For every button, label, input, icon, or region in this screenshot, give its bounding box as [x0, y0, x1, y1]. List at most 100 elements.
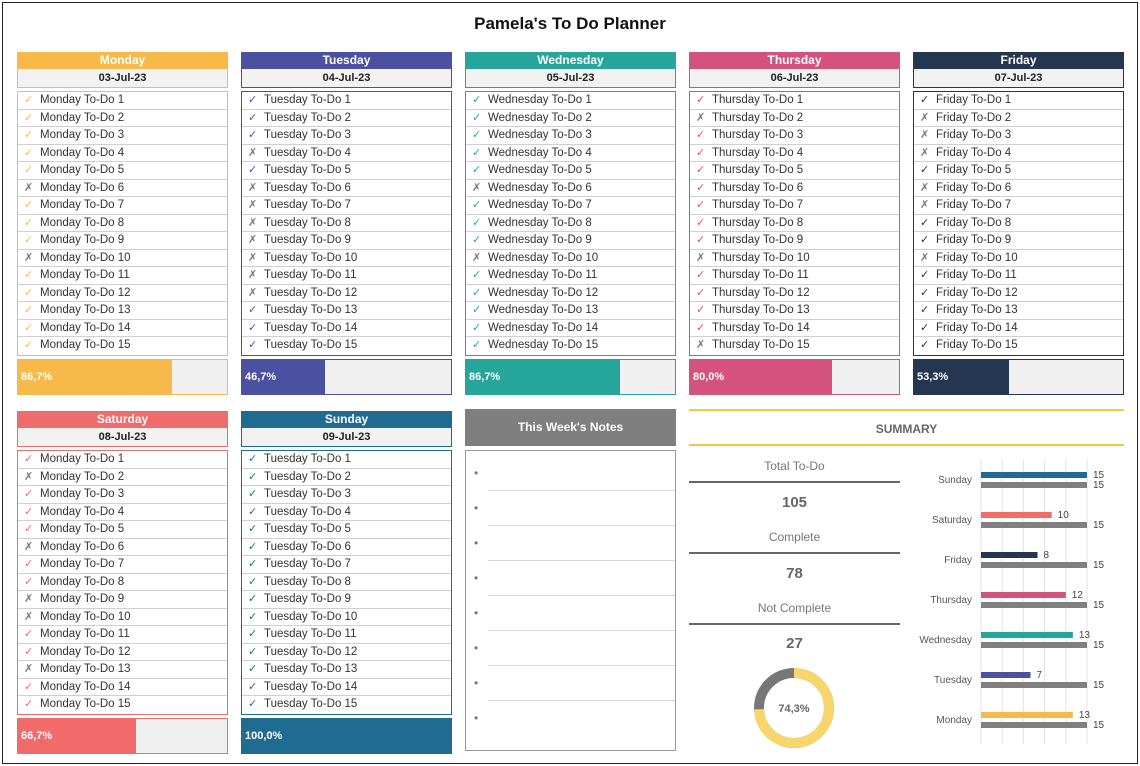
check-icon[interactable]: ✓ [472, 339, 482, 351]
check-icon[interactable]: ✓ [920, 304, 930, 316]
task-row[interactable]: ✗ Friday To-Do 3 [914, 127, 1123, 145]
task-row[interactable]: ✓ Thursday To-Do 12 [690, 285, 899, 302]
note-line[interactable]: • [474, 596, 675, 631]
task-row[interactable]: ✓ Monday To-Do 9 [18, 232, 227, 250]
check-icon[interactable]: ✓ [472, 164, 482, 176]
note-line[interactable]: • [474, 666, 675, 701]
cross-icon[interactable]: ✗ [920, 251, 930, 264]
task-row[interactable]: ✓ Tuesday To-Do 2 [242, 110, 451, 127]
task-row[interactable]: ✓ Monday To-Do 12 [18, 285, 227, 302]
check-icon[interactable]: ✓ [696, 181, 706, 194]
task-row[interactable]: ✗ Tuesday To-Do 12 [242, 285, 451, 302]
task-row[interactable]: ✓ Tuesday To-Do 15 [242, 696, 451, 714]
check-icon[interactable]: ✓ [248, 304, 258, 316]
check-icon[interactable]: ✓ [248, 488, 258, 500]
task-row[interactable]: ✗ Thursday To-Do 15 [690, 337, 899, 355]
cross-icon[interactable]: ✗ [920, 111, 930, 124]
check-icon[interactable]: ✓ [248, 470, 258, 483]
check-icon[interactable]: ✓ [920, 164, 930, 176]
task-row[interactable]: ✓ Thursday To-Do 11 [690, 267, 899, 285]
check-icon[interactable]: ✓ [24, 234, 34, 246]
cross-icon[interactable]: ✗ [248, 251, 258, 264]
task-row[interactable]: ✓ Tuesday To-Do 6 [242, 539, 451, 556]
check-icon[interactable]: ✓ [472, 286, 482, 299]
check-icon[interactable]: ✓ [248, 698, 258, 710]
cross-icon[interactable]: ✗ [920, 199, 930, 211]
check-icon[interactable]: ✓ [24, 321, 34, 334]
check-icon[interactable]: ✓ [24, 628, 34, 640]
task-row[interactable]: ✓ Thursday To-Do 13 [690, 302, 899, 320]
check-icon[interactable]: ✓ [472, 216, 482, 229]
cross-icon[interactable]: ✗ [24, 593, 34, 605]
task-row[interactable]: ✓ Wednesday To-Do 4 [466, 145, 675, 162]
task-row[interactable]: ✓ Monday To-Do 7 [18, 197, 227, 215]
check-icon[interactable]: ✓ [24, 94, 34, 106]
task-row[interactable]: ✓ Tuesday To-Do 13 [242, 661, 451, 679]
cross-icon[interactable]: ✗ [248, 199, 258, 211]
check-icon[interactable]: ✓ [696, 164, 706, 176]
check-icon[interactable]: ✓ [24, 199, 34, 211]
check-icon[interactable]: ✓ [24, 129, 34, 141]
cross-icon[interactable]: ✗ [248, 146, 258, 159]
task-row[interactable]: ✓ Monday To-Do 15 [18, 337, 227, 355]
check-icon[interactable]: ✓ [24, 146, 34, 159]
cross-icon[interactable]: ✗ [248, 269, 258, 281]
task-row[interactable]: ✓ Friday To-Do 5 [914, 162, 1123, 180]
check-icon[interactable]: ✓ [920, 216, 930, 229]
note-line[interactable]: • [474, 561, 675, 596]
task-row[interactable]: ✓ Tuesday To-Do 5 [242, 521, 451, 539]
task-row[interactable]: ✓ Thursday To-Do 3 [690, 127, 899, 145]
task-row[interactable]: ✓ Tuesday To-Do 2 [242, 469, 451, 486]
task-row[interactable]: ✓ Thursday To-Do 4 [690, 145, 899, 162]
check-icon[interactable]: ✓ [24, 680, 34, 693]
check-icon[interactable]: ✓ [920, 269, 930, 281]
check-icon[interactable]: ✓ [24, 698, 34, 710]
task-row[interactable]: ✗ Tuesday To-Do 11 [242, 267, 451, 285]
task-row[interactable]: ✗ Friday To-Do 2 [914, 110, 1123, 127]
task-row[interactable]: ✗ Monday To-Do 9 [18, 591, 227, 609]
cross-icon[interactable]: ✗ [920, 181, 930, 194]
check-icon[interactable]: ✓ [248, 453, 258, 465]
cross-icon[interactable]: ✗ [920, 146, 930, 159]
task-row[interactable]: ✓ Friday To-Do 11 [914, 267, 1123, 285]
check-icon[interactable]: ✓ [696, 216, 706, 229]
task-row[interactable]: ✗ Monday To-Do 10 [18, 609, 227, 626]
check-icon[interactable]: ✓ [920, 94, 930, 106]
cross-icon[interactable]: ✗ [472, 181, 482, 194]
task-row[interactable]: ✓ Monday To-Do 14 [18, 320, 227, 337]
check-icon[interactable]: ✓ [920, 234, 930, 246]
check-icon[interactable]: ✓ [248, 540, 258, 553]
check-icon[interactable]: ✓ [472, 234, 482, 246]
check-icon[interactable]: ✓ [696, 234, 706, 246]
task-row[interactable]: ✓ Monday To-Do 1 [18, 92, 227, 110]
task-row[interactable]: ✓ Monday To-Do 8 [18, 574, 227, 591]
check-icon[interactable]: ✓ [696, 94, 706, 106]
task-row[interactable]: ✓ Wednesday To-Do 14 [466, 320, 675, 337]
task-row[interactable]: ✓ Tuesday To-Do 8 [242, 574, 451, 591]
task-row[interactable]: ✓ Tuesday To-Do 9 [242, 591, 451, 609]
task-row[interactable]: ✓ Monday To-Do 2 [18, 110, 227, 127]
check-icon[interactable]: ✓ [472, 321, 482, 334]
check-icon[interactable]: ✓ [248, 94, 258, 106]
cross-icon[interactable]: ✗ [472, 251, 482, 264]
cross-icon[interactable]: ✗ [248, 216, 258, 229]
task-row[interactable]: ✓ Wednesday To-Do 15 [466, 337, 675, 355]
cross-icon[interactable]: ✗ [24, 540, 34, 553]
task-row[interactable]: ✗ Friday To-Do 7 [914, 197, 1123, 215]
check-icon[interactable]: ✓ [24, 453, 34, 465]
task-row[interactable]: ✓ Tuesday To-Do 3 [242, 127, 451, 145]
cross-icon[interactable]: ✗ [696, 339, 706, 351]
check-icon[interactable]: ✓ [248, 164, 258, 176]
task-row[interactable]: ✓ Monday To-Do 12 [18, 644, 227, 661]
task-row[interactable]: ✓ Tuesday To-Do 1 [242, 451, 451, 469]
task-row[interactable]: ✗ Thursday To-Do 10 [690, 250, 899, 267]
task-row[interactable]: ✗ Monday To-Do 6 [18, 180, 227, 197]
task-row[interactable]: ✓ Tuesday To-Do 15 [242, 337, 451, 355]
task-row[interactable]: ✓ Monday To-Do 11 [18, 267, 227, 285]
check-icon[interactable]: ✓ [472, 94, 482, 106]
check-icon[interactable]: ✓ [24, 523, 34, 535]
task-row[interactable]: ✗ Wednesday To-Do 10 [466, 250, 675, 267]
check-icon[interactable]: ✓ [24, 216, 34, 229]
check-icon[interactable]: ✓ [696, 286, 706, 299]
task-row[interactable]: ✓ Wednesday To-Do 5 [466, 162, 675, 180]
